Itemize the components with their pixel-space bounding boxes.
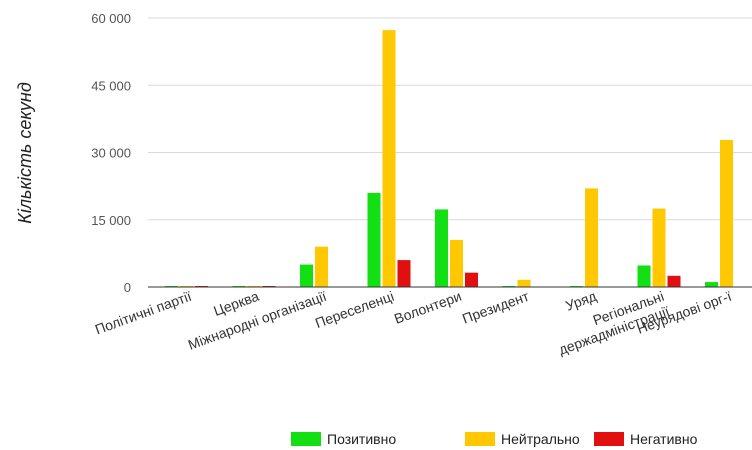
x-tick-label: Політичні партії bbox=[93, 288, 194, 338]
y-tick-label: 45 000 bbox=[91, 78, 131, 93]
x-tick-label: Переселенці bbox=[313, 288, 396, 331]
y-axis-label: Кількість секунд bbox=[15, 82, 35, 224]
bar-negative bbox=[667, 275, 681, 287]
legend-swatch bbox=[594, 432, 624, 446]
bar-positive bbox=[637, 265, 651, 287]
bar-neutral bbox=[450, 239, 463, 287]
bar-negative bbox=[465, 272, 478, 287]
legend-label: Негативно bbox=[630, 431, 698, 447]
bar-neutral bbox=[315, 246, 328, 287]
bar-neutral bbox=[517, 279, 531, 287]
x-tick-label: Волонтери bbox=[392, 288, 464, 327]
legend-swatch bbox=[291, 432, 321, 446]
bar-neutral bbox=[585, 188, 598, 287]
x-tick-label: Президент bbox=[460, 288, 531, 327]
bar-neutral bbox=[720, 139, 733, 287]
y-axis-ticks: 0 15 000 30 000 45 000 60 000 bbox=[91, 11, 131, 295]
y-tick-label: 60 000 bbox=[91, 11, 131, 26]
bar-negative bbox=[397, 260, 411, 287]
bar-positive bbox=[300, 264, 313, 287]
bar-positive bbox=[705, 282, 718, 287]
y-tick-label: 30 000 bbox=[91, 146, 131, 161]
bar-positive bbox=[435, 209, 448, 287]
y-tick-label: 0 bbox=[124, 280, 131, 295]
legend-label: Нейтрально bbox=[501, 431, 580, 447]
bar-neutral bbox=[652, 208, 666, 287]
bar-positive bbox=[367, 192, 381, 287]
bar-neutral bbox=[382, 30, 396, 287]
y-tick-label: 15 000 bbox=[91, 213, 131, 228]
legend-label: Позитивно bbox=[327, 431, 396, 447]
legend: Позитивно Нейтрально Негативно bbox=[291, 431, 698, 447]
gridlines bbox=[148, 17, 752, 221]
legend-swatch bbox=[465, 432, 495, 446]
bars bbox=[165, 30, 733, 287]
x-tick-label: Уряд bbox=[563, 288, 598, 314]
